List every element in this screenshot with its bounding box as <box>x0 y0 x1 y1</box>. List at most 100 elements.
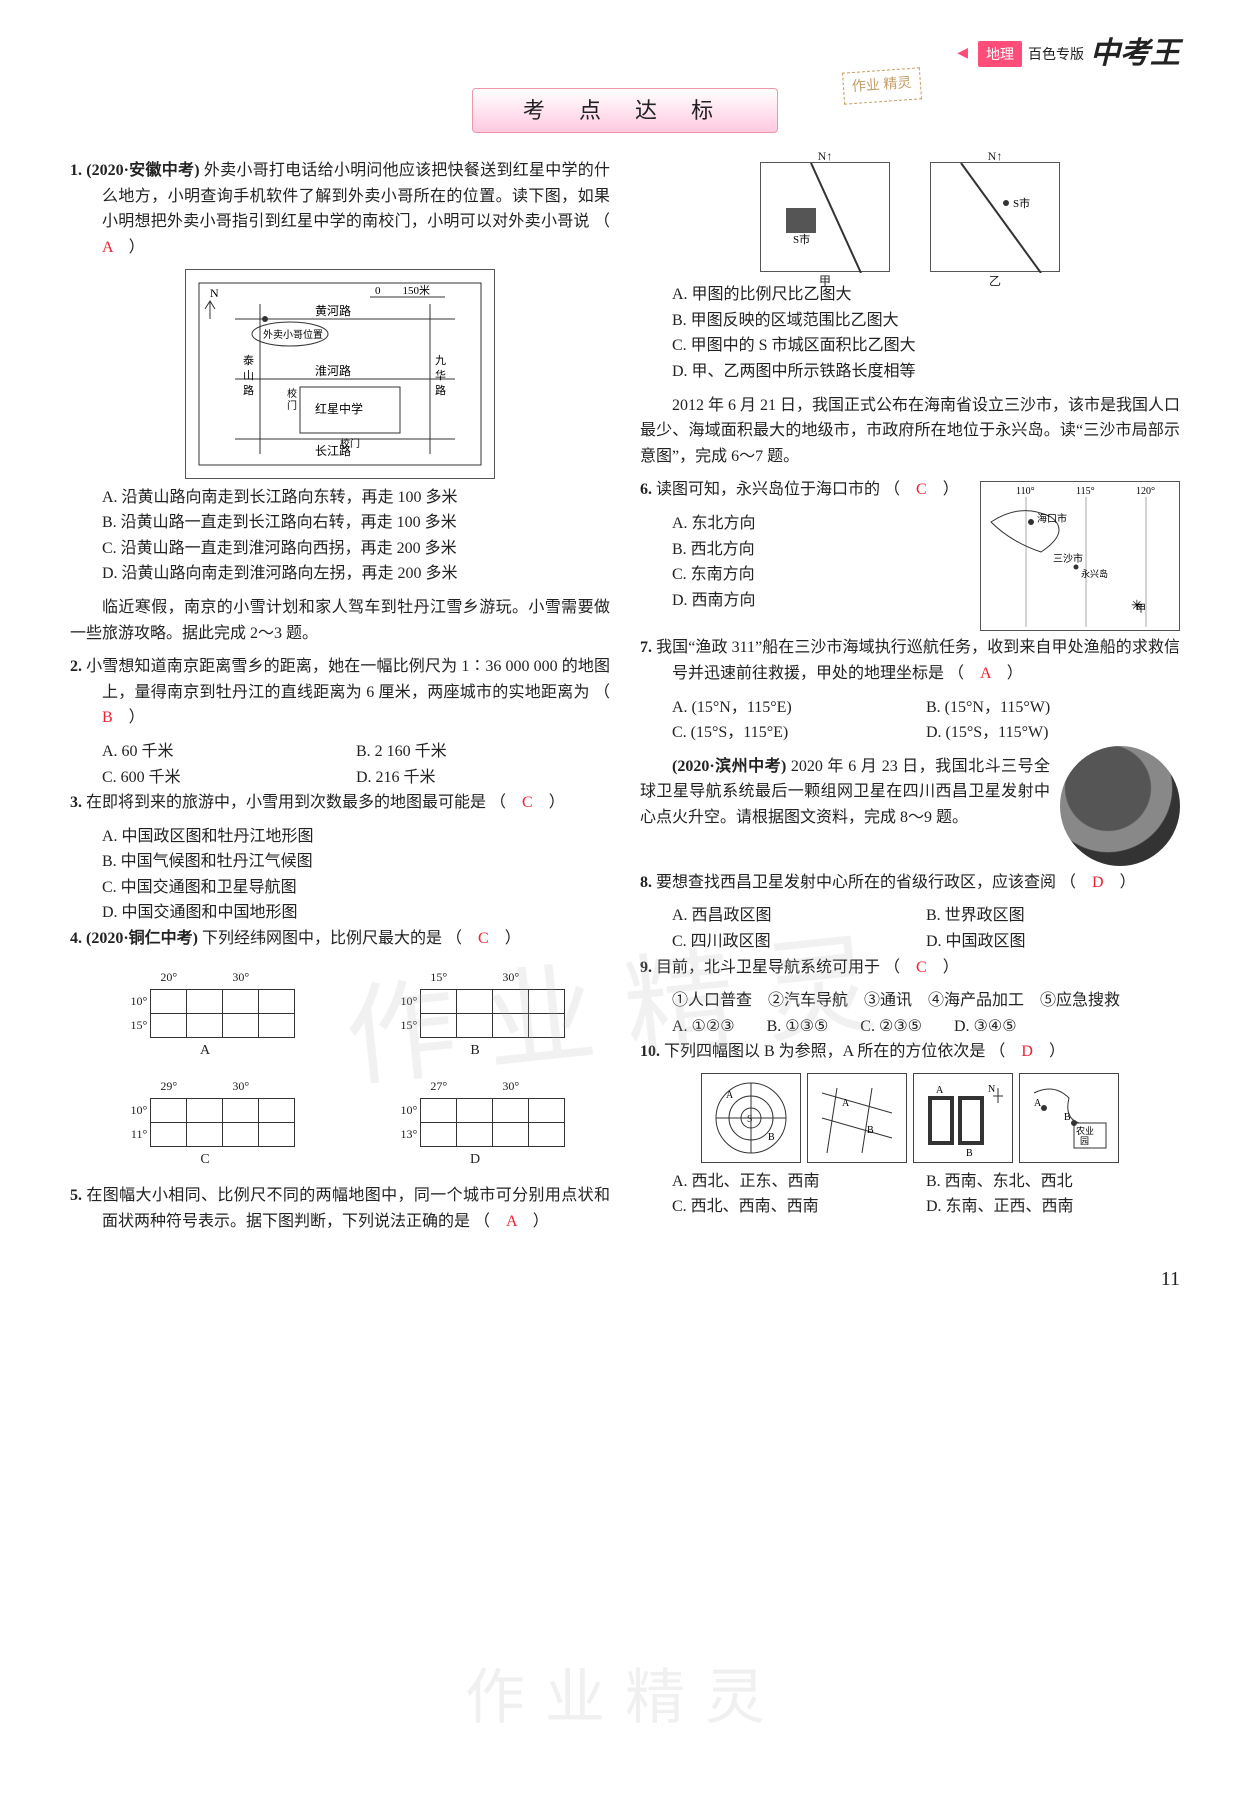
context-2-3: 临近寒假，南京的小雪计划和家人驾车到牡丹江雪乡游玩。小雪需要做一些旅游攻略。据此… <box>70 595 610 646</box>
q4-stem: 4. (2020·铜仁中考) 下列经纬网图中，比例尺最大的是 （ C ） <box>70 926 610 952</box>
svg-text:S市: S市 <box>793 232 810 246</box>
beidou-logo-icon <box>1060 746 1180 866</box>
q10-options: A. 西北、正东、西南 B. 西南、东北、西北 C. 西北、西南、西南 D. 东… <box>640 1169 1180 1220</box>
svg-text:门: 门 <box>287 399 297 412</box>
svg-text:校: 校 <box>287 387 297 400</box>
q10-fig-3: N A B <box>913 1073 1013 1163</box>
q10-opt-d: D. 东南、正西、西南 <box>926 1194 1180 1220</box>
q1-number: 1. <box>70 162 82 179</box>
brand-title: 中考王 <box>1090 30 1180 78</box>
q8-opt-b: B. 世界政区图 <box>926 903 1180 929</box>
q2-opt-b: B. 2 160 千米 <box>356 739 610 765</box>
q1-map-figure: N 0 150米 黄河路 淮河路 长江路 泰山路 九华路 红星中学 校门 校门 … <box>185 269 495 479</box>
svg-text:A: A <box>842 1098 850 1109</box>
q9-opt-c: C. ②③⑤ <box>860 1014 922 1040</box>
q9-number: 9. <box>640 959 652 976</box>
q7-options: A. (15°N，115°E) B. (15°N，115°W) C. (15°S… <box>640 695 1180 746</box>
q9-opt-d: D. ③④⑤ <box>954 1014 1017 1040</box>
svg-text:0 150米: 0 150米 <box>375 284 430 297</box>
q5-opt-a: A. 甲图的比例尺比乙图大 <box>672 282 1180 308</box>
q10-answer: D <box>1021 1043 1033 1060</box>
svg-text:S: S <box>747 1114 753 1125</box>
q1-source: (2020·安徽中考) <box>86 162 199 179</box>
q4-grid-d-label: D <box>385 1149 566 1171</box>
q4-grid-a-label: A <box>115 1040 296 1062</box>
q3-opt-a: A. 中国政区图和牡丹江地形图 <box>102 824 610 850</box>
q4-grids: 20° 30° 10° 15° A 15° 30° 10° 15° B 29° <box>70 960 610 1178</box>
q3-text: 在即将到来的旅游中，小雪用到次数最多的地图最可能是 <box>86 794 486 811</box>
svg-text:三沙市: 三沙市 <box>1053 552 1083 565</box>
svg-text:B: B <box>768 1132 775 1143</box>
svg-text:农业: 农业 <box>1076 1125 1094 1136</box>
svg-text:路: 路 <box>243 384 254 397</box>
q10-figures: S AB AB N AB 农业园 A B <box>640 1073 1180 1163</box>
svg-text:九: 九 <box>435 354 446 367</box>
svg-text:海口市: 海口市 <box>1037 512 1067 525</box>
q7-stem: 7. 我国“渔政 311”船在三沙市海域执行巡航任务，收到来自甲处渔船的求救信号… <box>640 635 1180 686</box>
q4-grid-c: 29° 30° 10° 11° C <box>115 1075 296 1172</box>
page-number: 11 <box>70 1263 1180 1295</box>
q7-opt-b: B. (15°N，115°W) <box>926 695 1180 721</box>
svg-text:校门: 校门 <box>340 437 360 450</box>
q8-stem: 8. 要想查找西昌卫星发射中心所在的省级行政区，应该查阅 （ D ） <box>640 870 1180 896</box>
q5-stem: 5. 在图幅大小相同、比例尺不同的两幅地图中，同一个城市可分别用点状和面状两种符… <box>70 1183 610 1234</box>
q3-answer: C <box>522 794 533 811</box>
q5-mini-maps: N↑ S市 甲 N↑ S市 乙 <box>640 162 1180 272</box>
q1-opt-a: A. 沿黄山路向南走到长江路向东转，再走 100 多米 <box>102 485 610 511</box>
section-banner-wrap: 作业 精灵 考 点 达 标 <box>70 88 1180 133</box>
svg-text:A: A <box>936 1085 944 1096</box>
q3-stem: 3. 在即将到来的旅游中，小雪用到次数最多的地图最可能是 （ C ） <box>70 790 610 816</box>
header-pointer-icon: ◀ <box>957 43 968 65</box>
q2-options: A. 60 千米 B. 2 160 千米 C. 600 千米 D. 216 千米 <box>70 739 610 790</box>
svg-text:N: N <box>988 1084 995 1095</box>
q6-answer: C <box>916 481 927 498</box>
section-banner: 考 点 达 标 <box>472 88 778 133</box>
svg-text:外卖小哥位置: 外卖小哥位置 <box>263 328 323 341</box>
svg-text:S市: S市 <box>1013 196 1030 210</box>
svg-text:B: B <box>1064 1112 1071 1123</box>
q4-source: (2020·铜仁中考) <box>86 930 198 947</box>
q4-answer: C <box>478 930 489 947</box>
q9-opt-b: B. ①③⑤ <box>767 1014 829 1040</box>
subject-tag: 地理 <box>978 41 1022 67</box>
right-column: N↑ S市 甲 N↑ S市 乙 A. 甲图的比例尺比乙图大 B. 甲图反映的区域… <box>640 158 1180 1242</box>
svg-text:N: N <box>210 286 219 300</box>
q8-answer: D <box>1092 874 1104 891</box>
svg-text:B: B <box>966 1148 973 1158</box>
svg-text:A: A <box>1034 1098 1042 1109</box>
ctx8-source: (2020·滨州中考) <box>672 758 786 775</box>
svg-text:泰: 泰 <box>243 353 254 367</box>
q4-grid-a: 20° 30° 10° 15° A <box>115 966 296 1063</box>
q4-grid-d: 27° 30° 10° 13° D <box>385 1075 566 1172</box>
svg-text:淮河路: 淮河路 <box>315 363 351 378</box>
q7-opt-a: A. (15°N，115°E) <box>672 695 926 721</box>
top-header: ◀ 地理 百色专版 中考王 <box>70 30 1180 78</box>
q3-options: A. 中国政区图和牡丹江地形图 B. 中国气候图和牡丹江气候图 C. 中国交通图… <box>70 824 610 926</box>
q1-opt-c: C. 沿黄山路一直走到淮河路向西拐，再走 200 多米 <box>102 536 610 562</box>
q10-text: 下列四幅图以 B 为参照，A 所在的方位依次是 <box>664 1043 985 1060</box>
q10-opt-b: B. 西南、东北、西北 <box>926 1169 1180 1195</box>
q9-opt-a: A. ①②③ <box>672 1014 735 1040</box>
svg-text:120°: 120° <box>1136 486 1155 497</box>
two-column-layout: 1. (2020·安徽中考) 外卖小哥打电话给小明问他应该把快餐送到红星中学的什… <box>70 158 1180 1242</box>
svg-text:✳: ✳ <box>1131 599 1143 614</box>
q5-text: 在图幅大小相同、比例尺不同的两幅地图中，同一个城市可分别用点状和面状两种符号表示… <box>86 1187 610 1230</box>
q4-grid-c-label: C <box>115 1149 296 1171</box>
q6-map-figure: 110°115°120° 海口市 三沙市 永兴岛 甲✳ <box>980 481 1180 631</box>
q5-number: 5. <box>70 1187 82 1204</box>
q8-opt-d: D. 中国政区图 <box>926 929 1180 955</box>
q1-opt-d: D. 沿黄山路向南走到淮河路向左拐，再走 200 多米 <box>102 561 610 587</box>
q1-opt-b: B. 沿黄山路一直走到长江路向右转，再走 100 多米 <box>102 510 610 536</box>
q4-number: 4. <box>70 930 82 947</box>
q6-text: 读图可知，永兴岛位于海口市的 <box>656 481 880 498</box>
q2-text: 小雪想知道南京距离雪乡的距离，她在一幅比例尺为 1∶36 000 000 的地图… <box>86 658 610 701</box>
q4-grid-b-label: B <box>385 1040 566 1062</box>
q10-number: 10. <box>640 1043 660 1060</box>
q5-map-yi-label: 乙 <box>989 272 1001 291</box>
q5-map-yi: N↑ S市 乙 <box>930 162 1060 272</box>
q8-number: 8. <box>640 874 652 891</box>
q9-text: 目前，北斗卫星导航系统可用于 <box>656 959 880 976</box>
svg-text:永兴岛: 永兴岛 <box>1081 568 1108 579</box>
q1-options: A. 沿黄山路向南走到长江路向东转，再走 100 多米 B. 沿黄山路一直走到长… <box>70 485 610 587</box>
svg-text:路: 路 <box>435 384 446 397</box>
